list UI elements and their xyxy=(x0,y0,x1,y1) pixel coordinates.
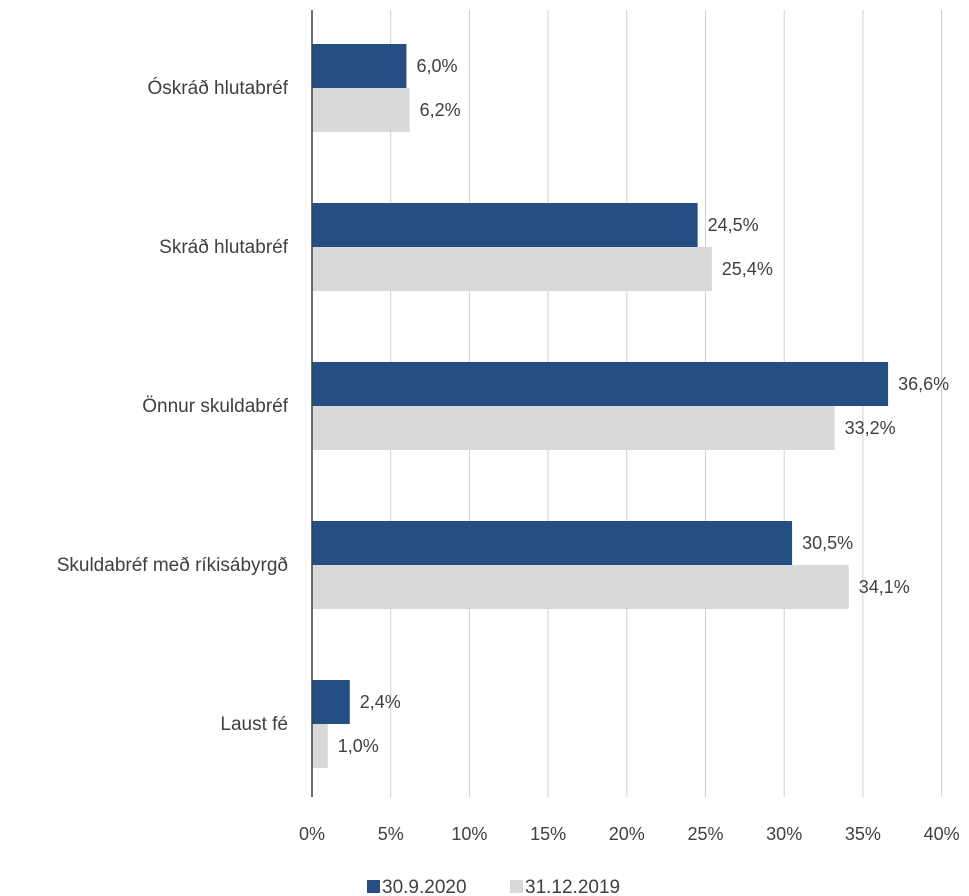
x-tick-label: 25% xyxy=(687,824,723,844)
bar-31-12-2019-skuldabref-me-rikisabyrg xyxy=(312,565,849,609)
data-label: 36,6% xyxy=(898,374,949,394)
legend: 30.9.2020 31.12.2019 xyxy=(367,877,620,896)
legend-swatch-31-12-2019 xyxy=(510,880,523,893)
data-label: 6,2% xyxy=(420,100,461,120)
x-tick-label: 40% xyxy=(924,824,960,844)
x-tick-label: 30% xyxy=(766,824,802,844)
category-labels: Óskráð hlutabréf Skráð hlutabréf Önnur sku… xyxy=(57,77,289,735)
legend-swatch-30-9-2020 xyxy=(367,880,380,893)
bar-30-9-2020-oskra-hlutabref xyxy=(312,44,407,88)
data-label: 30,5% xyxy=(802,533,853,553)
legend-label: 31.12.2019 xyxy=(525,877,620,896)
data-label: 25,4% xyxy=(722,259,773,279)
bar-30-9-2020-onnur-skuldabref xyxy=(312,362,889,406)
x-tick-label: 20% xyxy=(609,824,645,844)
data-label: 2,4% xyxy=(360,692,401,712)
bar-31-12-2019-onnur-skuldabref xyxy=(312,406,835,450)
bar-31-12-2019-oskra-hlutabref xyxy=(312,88,410,132)
bar-30-9-2020-skuldabref-me-rikisabyrg xyxy=(312,521,793,565)
legend-label: 30.9.2020 xyxy=(382,877,467,896)
category-label: Önnur skuldabréf xyxy=(142,396,288,417)
category-label: Skráð hlutabréf xyxy=(159,237,289,258)
data-labels: 6,0% 6,2% 24,5% 25,4% 36,6% 33,2% 30,5% 34,1% 2,… xyxy=(338,56,949,756)
x-tick-label: 5% xyxy=(378,824,404,844)
x-tick-label: 0% xyxy=(299,824,325,844)
data-label: 33,2% xyxy=(845,418,896,438)
bars xyxy=(312,44,889,768)
x-tick-label: 35% xyxy=(845,824,881,844)
data-label: 34,1% xyxy=(859,577,910,597)
bar-31-12-2019-skra-hlutabref xyxy=(312,247,712,291)
category-label: Óskráð hlutabréf xyxy=(148,77,289,99)
x-tick-label: 10% xyxy=(451,824,487,844)
bar-30-9-2020-skra-hlutabref xyxy=(312,203,698,247)
category-label: Laust fé xyxy=(220,714,288,735)
data-label: 6,0% xyxy=(416,56,457,76)
x-tick-label: 15% xyxy=(530,824,566,844)
data-label: 1,0% xyxy=(338,736,379,756)
x-tick-labels: 0% 5% 10% 15% 20% 25% 30% 35% 40% xyxy=(299,824,960,844)
bar-31-12-2019-laust-fe xyxy=(312,724,328,768)
bar-30-9-2020-laust-fe xyxy=(312,680,350,724)
category-label: Skuldabréf með ríkisábyrgð xyxy=(57,555,288,576)
data-label: 24,5% xyxy=(708,215,759,235)
